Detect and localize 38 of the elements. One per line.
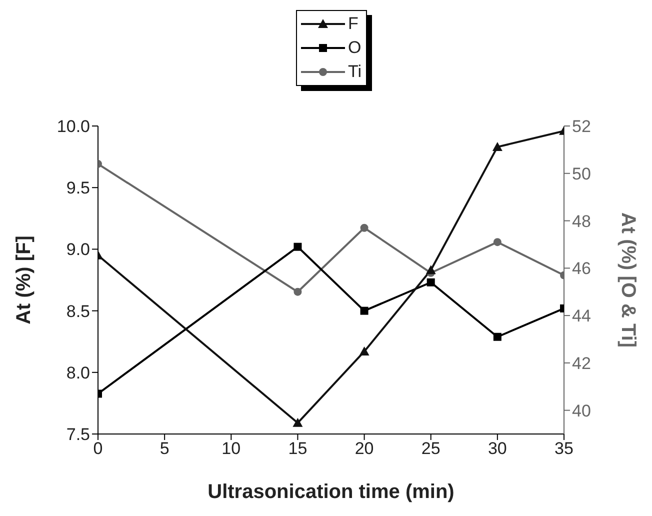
y2-tick-label: 52: [572, 117, 591, 136]
x-tick-label: 30: [488, 439, 507, 458]
y-tick-label: 7.5: [66, 425, 90, 444]
x-tick-label: 20: [354, 439, 374, 458]
point: [426, 278, 435, 286]
point: [294, 288, 302, 296]
x-tick-label: 25: [421, 439, 440, 458]
x-tick-label: 0: [93, 439, 103, 458]
x-tick-label: 10: [222, 439, 241, 458]
point: [493, 332, 502, 341]
x-axis-title: Ultrasonication time (min): [208, 481, 454, 503]
y2-tick-label: 48: [572, 212, 591, 231]
y-tick-label: 9.0: [66, 240, 90, 260]
point: [492, 142, 502, 151]
y2-axis-title: At (%) [O & Ti]: [616, 212, 639, 348]
x-tick-label: 35: [554, 439, 574, 458]
y-tick-label: 8.5: [66, 302, 90, 321]
y2-tick-label: 42: [572, 354, 591, 373]
point: [294, 242, 302, 251]
y-axis-title: At (%) [F]: [13, 236, 36, 324]
point: [292, 418, 303, 427]
y-tick-label: 10.0: [56, 117, 90, 136]
x-tick-label: 5: [160, 439, 170, 458]
point: [360, 306, 368, 315]
point: [493, 238, 502, 246]
legend-label: O: [348, 38, 362, 58]
y2-tick-label: 50: [572, 164, 591, 184]
y2-tick-label: 40: [572, 401, 591, 420]
x-tick-label: 15: [288, 439, 308, 458]
y-tick-label: 8.0: [66, 363, 90, 382]
legend-label: Ti: [348, 62, 362, 82]
y-tick-label: 9.5: [66, 178, 90, 198]
point: [426, 265, 436, 274]
point: [359, 346, 370, 356]
y2-tick-label: 44: [572, 306, 591, 326]
point: [360, 224, 368, 232]
y2-tick-label: 46: [572, 259, 591, 278]
legend-label: F: [348, 14, 358, 34]
